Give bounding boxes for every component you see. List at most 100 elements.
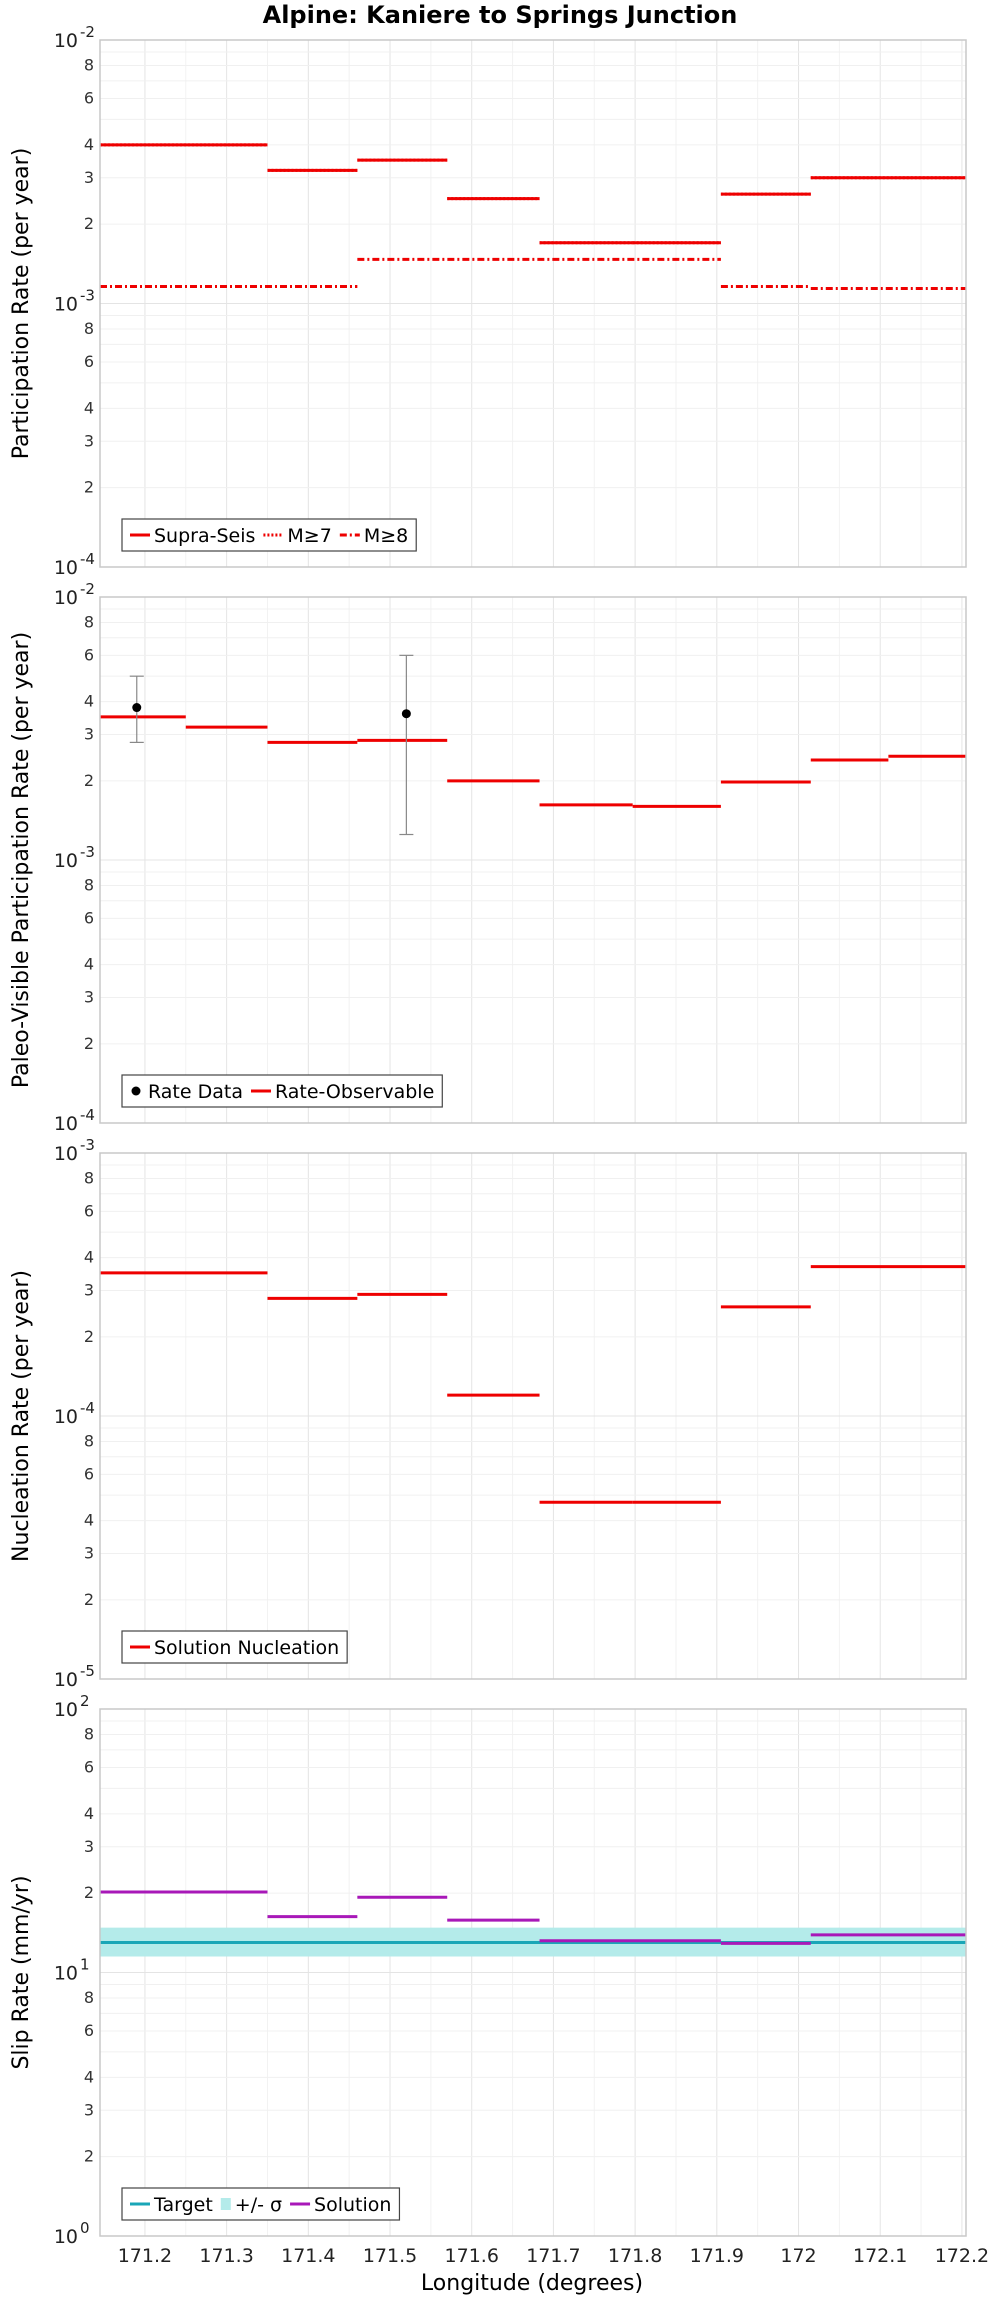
legend: Supra-Seis M≥7 M≥8 (121, 518, 417, 552)
y-minor-tick-label: 3 (84, 431, 94, 450)
legend-label: M≥8 (364, 525, 408, 547)
y-minor-tick-label: 6 (84, 352, 94, 371)
legend-box (121, 1074, 443, 1108)
x-tick-label: 172 (780, 2245, 816, 2267)
series-m-8 (100, 257, 966, 291)
y-minor-tick-label: 2 (84, 214, 94, 233)
chart-title: Alpine: Kaniere to Springs Junction (263, 1, 738, 29)
plot-frame (99, 1708, 967, 2237)
y-tick-exponent: -2 (80, 23, 95, 41)
y-minor-tick-label: 8 (84, 319, 94, 338)
y-minor-tick-label: 4 (84, 398, 94, 417)
y-minor-tick-label: 3 (84, 1837, 94, 1856)
y-tick-label: 10 (54, 1963, 78, 1985)
y-minor-tick-label: 3 (84, 1281, 94, 1300)
series-rate-observable (100, 715, 966, 808)
y-minor-tick-label: 2 (84, 478, 94, 497)
y-tick-label: 10 (54, 1699, 78, 1721)
y-minor-tick-label: 6 (84, 2021, 94, 2040)
y-minor-tick-label: 4 (84, 135, 94, 154)
y-minor-tick-label: 8 (84, 56, 94, 75)
x-tick-label: 171.8 (608, 2245, 662, 2267)
y-minor-tick-label: 3 (84, 1544, 94, 1563)
y-minor-tick-label: 2 (84, 1590, 94, 1609)
y-minor-tick-label: 3 (84, 2100, 94, 2119)
x-tick-label: 171.4 (281, 2245, 335, 2267)
y-tick-exponent: -4 (80, 1399, 95, 1417)
y-tick-label: 10 (54, 850, 78, 872)
y-tick-label: 10 (54, 2226, 78, 2248)
y-tick-label: 10 (54, 1113, 78, 1135)
plot-frame (99, 596, 967, 1124)
y-minor-tick-label: 8 (84, 1725, 94, 1744)
legend-label: +/- σ (235, 2194, 282, 2216)
legend-box (121, 1630, 348, 1664)
series-solution-nucleation (100, 1265, 966, 1504)
y-minor-tick-label: 3 (84, 168, 94, 187)
y-minor-tick-label: 4 (84, 692, 94, 711)
y-axis-label: Nucleation Rate (per year) (9, 1270, 34, 1562)
x-tick-label: 171.5 (363, 2245, 417, 2267)
y-tick-exponent: 0 (80, 2219, 90, 2237)
y-minor-tick-label: 4 (84, 1804, 94, 1823)
y-tick-exponent: -2 (80, 580, 95, 598)
y-minor-tick-label: 2 (84, 1883, 94, 1902)
y-tick-label: 10 (54, 587, 78, 609)
y-tick-exponent: -3 (80, 843, 95, 861)
legend-label: Solution (314, 2194, 391, 2216)
x-axis: 171.2 171.3 171.4 171.5 171.6 171.7 171.8 171.9… (118, 2245, 989, 2267)
y-tick-label: 10 (54, 294, 78, 316)
y-tick-exponent: -4 (80, 550, 95, 568)
legend-marker (131, 1086, 141, 1096)
y-minor-tick-label: 6 (84, 1757, 94, 1776)
y-minor-tick-label: 6 (84, 88, 94, 107)
legend-label: Rate Data (148, 1081, 243, 1103)
series-supra-seis (100, 143, 966, 245)
series-solution (100, 1890, 966, 1945)
legend: Target +/- σ Solution (121, 2187, 401, 2221)
y-minor-tick-label: 8 (84, 1168, 94, 1187)
y-minor-tick-label: 8 (84, 612, 94, 631)
legend: Rate Data Rate-Observable (121, 1074, 443, 1108)
y-minor-tick-label: 3 (84, 725, 94, 744)
y-minor-tick-label: 6 (84, 645, 94, 664)
y-minor-tick-label: 6 (84, 908, 94, 927)
plot-frame (99, 39, 967, 568)
y-tick-exponent: 2 (80, 1692, 90, 1710)
y-tick-label: 10 (54, 1143, 78, 1165)
y-minor-tick-label: 4 (84, 1248, 94, 1267)
legend-swatch (220, 2198, 231, 2210)
y-tick-label: 10 (54, 557, 78, 579)
y-minor-tick-label: 4 (84, 1511, 94, 1530)
plot-frame (99, 1152, 967, 1680)
legend-label: Supra-Seis (154, 525, 255, 547)
x-tick-label: 172.2 (935, 2245, 989, 2267)
x-tick-label: 171.9 (690, 2245, 744, 2267)
x-tick-label: 172.1 (853, 2245, 907, 2267)
x-tick-label: 171.6 (445, 2245, 499, 2267)
rate-data-point (132, 703, 142, 713)
x-tick-label: 171.3 (199, 2245, 253, 2267)
legend-label: Target (153, 2194, 213, 2216)
rate-data-point (401, 709, 411, 719)
legend-label: Rate-Observable (275, 1081, 434, 1103)
y-minor-tick-label: 8 (84, 875, 94, 894)
y-minor-tick-label: 2 (84, 2147, 94, 2166)
y-tick-label: 10 (54, 30, 78, 52)
y-minor-tick-label: 2 (84, 1034, 94, 1053)
legend-label: M≥7 (287, 525, 331, 547)
x-axis-label: Longitude (degrees) (421, 2271, 643, 2296)
y-minor-tick-label: 6 (84, 1464, 94, 1483)
y-minor-tick-label: 2 (84, 771, 94, 790)
legend-box (121, 2187, 401, 2221)
y-minor-tick-label: 3 (84, 988, 94, 1007)
y-minor-tick-label: 4 (84, 2067, 94, 2086)
y-tick-label: 10 (54, 1669, 78, 1691)
legend: Solution Nucleation (121, 1630, 348, 1664)
y-tick-label: 10 (54, 1406, 78, 1428)
